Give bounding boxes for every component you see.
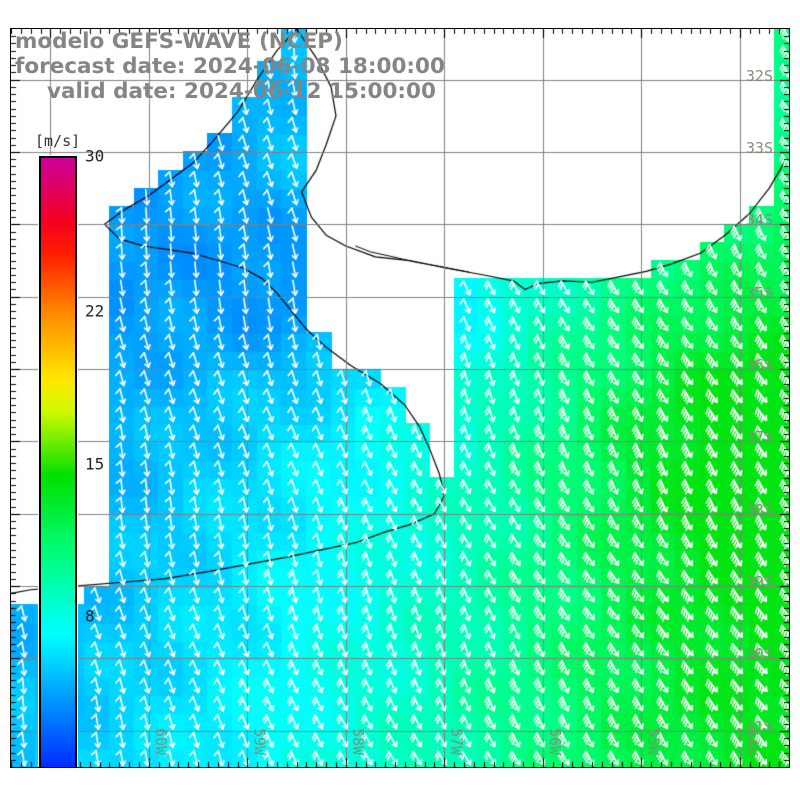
colorbar-frame [39, 156, 77, 767]
colorbar-tick-30: 30 [85, 146, 105, 166]
colorbar-tick-8: 8 [85, 606, 95, 626]
latitude-label-32S: 32S [745, 66, 773, 85]
latitude-label-36S: 36S [745, 356, 773, 375]
longitude-label-54W: 54W [742, 727, 761, 755]
latitude-label-39S: 39S [745, 573, 773, 592]
colorbar-gradient [41, 158, 75, 767]
longitude-label-57W: 57W [447, 727, 466, 755]
map-clip [11, 29, 789, 767]
latitude-label-35S: 35S [745, 283, 773, 302]
colorbar-tick-22: 22 [85, 301, 105, 321]
latitude-label-37S: 37S [745, 428, 773, 447]
longitude-label-55W: 55W [644, 727, 663, 755]
longitude-label-58W: 58W [348, 727, 367, 755]
latitude-label-40S: 40S [745, 645, 773, 664]
colorbar-tick-15: 15 [85, 454, 105, 474]
longitude-label-60W: 60W [151, 727, 170, 755]
latitude-label-38S: 38S [745, 500, 773, 519]
longitude-label-59W: 59W [250, 727, 269, 755]
longitude-label-56W: 56W [545, 727, 564, 755]
axis-tick-layer [11, 29, 789, 767]
latitude-label-34S: 34S [745, 211, 773, 230]
latitude-label-33S: 33S [745, 139, 773, 157]
colorbar-unit-label: [m/s] [35, 132, 81, 150]
latitude-label-41S: 41S [745, 717, 773, 736]
map-plot-area[interactable]: modelo GEFS-WAVE (NCEP) forecast date: 2… [10, 28, 790, 768]
